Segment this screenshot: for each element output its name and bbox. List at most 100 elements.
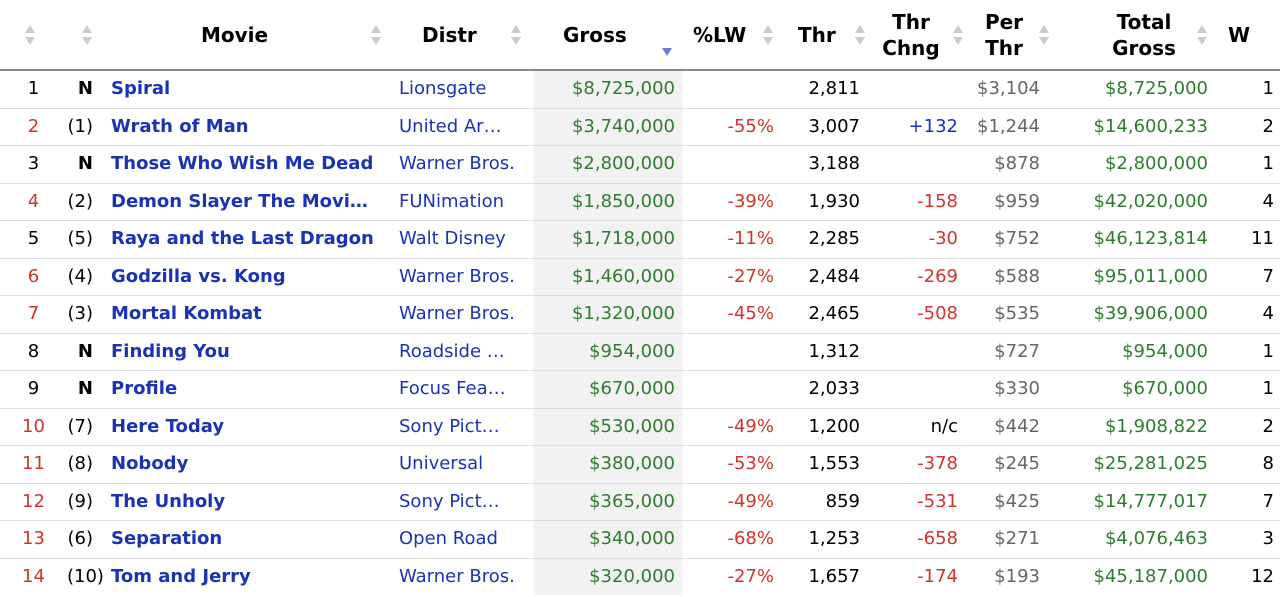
distributor-td[interactable]: Sony Pict…: [393, 408, 533, 446]
sort-arrows-icon[interactable]: [81, 23, 93, 47]
theater-change-cell-td: +132: [868, 108, 972, 146]
movie-title-td[interactable]: Mortal Kombat: [107, 295, 393, 334]
sort-arrows-icon[interactable]: [762, 23, 774, 47]
sort-arrows-icon[interactable]: [952, 23, 964, 47]
distributor-td[interactable]: Universal: [393, 445, 533, 484]
sort-arrows-icon[interactable]: [854, 23, 866, 47]
distributor-link[interactable]: Warner Bros.: [399, 303, 515, 325]
rank-cell-td: 3: [0, 145, 67, 184]
sort-arrows-icon[interactable]: [510, 23, 522, 47]
distr-header[interactable]: Distr: [393, 0, 533, 71]
distributor-link[interactable]: Roadside …: [399, 340, 505, 362]
weeks-cell-td: 1: [1220, 145, 1280, 184]
sort-descending-icon[interactable]: [661, 37, 673, 63]
movie-title-td[interactable]: Finding You: [107, 333, 393, 371]
weeks-header[interactable]: W: [1220, 0, 1280, 71]
movie-title-td[interactable]: Here Today: [107, 408, 393, 446]
sort-arrows-icon[interactable]: [24, 23, 36, 47]
distributor-td[interactable]: Roadside …: [393, 333, 533, 371]
theater-change-cell-td: -531: [868, 483, 972, 521]
distributor-td[interactable]: Walt Disney: [393, 220, 533, 259]
table-row: 7 (3) Mortal Kombat Warner Bros. $1,320,000 -…: [0, 295, 1280, 334]
distributor-td[interactable]: Warner Bros.: [393, 558, 533, 595]
distributor-link[interactable]: Warner Bros.: [399, 565, 515, 587]
gross-cell-td: $530,000: [533, 408, 683, 446]
movie-title-link[interactable]: Mortal Kombat: [111, 303, 262, 325]
movie-title-td[interactable]: Those Who Wish Me Dead: [107, 145, 393, 184]
movie-title-td[interactable]: Separation: [107, 520, 393, 559]
theater-change-cell-td: -158: [868, 183, 972, 221]
distributor-link[interactable]: United Ar…: [399, 115, 502, 137]
movie-title-link[interactable]: Spiral: [111, 78, 171, 100]
per-thr-header[interactable]: Per Thr: [972, 0, 1056, 71]
pct-lw-cell: -11%: [727, 228, 774, 250]
distributor-link[interactable]: Universal: [399, 453, 484, 475]
thr-chng-header[interactable]: Thr Chng: [868, 0, 972, 71]
movie-title-td[interactable]: Godzilla vs. Kong: [107, 258, 393, 296]
movie-title-td[interactable]: Demon Slayer The Movi…: [107, 183, 393, 221]
distributor-td[interactable]: Warner Bros.: [393, 258, 533, 296]
distributor-td[interactable]: United Ar…: [393, 108, 533, 146]
movie-title-link[interactable]: Those Who Wish Me Dead: [111, 153, 374, 175]
distributor-td[interactable]: Warner Bros.: [393, 295, 533, 334]
movie-title-td[interactable]: The Unholy: [107, 483, 393, 521]
last-week-header[interactable]: [67, 0, 107, 71]
table-row: 9 N Profile Focus Fea… $670,000 2,033 $330 $670…: [0, 370, 1280, 409]
sort-arrows-icon[interactable]: [370, 23, 382, 47]
distributor-td[interactable]: Sony Pict…: [393, 483, 533, 521]
sort-arrows-icon[interactable]: [1196, 23, 1208, 47]
movie-title-td[interactable]: Wrath of Man: [107, 108, 393, 146]
distributor-td[interactable]: Warner Bros.: [393, 145, 533, 184]
movie-title-link[interactable]: Separation: [111, 528, 223, 550]
distributor-link[interactable]: Walt Disney: [399, 228, 506, 250]
movie-title-td[interactable]: Nobody: [107, 445, 393, 484]
movie-title-link[interactable]: Here Today: [111, 415, 225, 437]
table-row: 4 (2) Demon Slayer The Movi… FUNimation $1,8…: [0, 183, 1280, 221]
rank-header[interactable]: [0, 0, 67, 71]
sort-arrows-icon[interactable]: [1038, 23, 1050, 47]
distributor-td[interactable]: Open Road: [393, 520, 533, 559]
movie-header[interactable]: Movie: [107, 0, 393, 71]
distributor-link[interactable]: Warner Bros.: [399, 153, 515, 175]
movie-title-link[interactable]: Tom and Jerry: [111, 565, 251, 587]
movie-title-td[interactable]: Tom and Jerry: [107, 558, 393, 595]
distributor-link[interactable]: Focus Fea…: [399, 378, 506, 400]
total-gross-header[interactable]: Total Gross: [1056, 0, 1220, 71]
theater-change-cell: -378: [917, 453, 958, 475]
theater-change-cell-td: -658: [868, 520, 972, 559]
gross-header[interactable]: Gross: [533, 0, 683, 71]
distributor-td[interactable]: Focus Fea…: [393, 370, 533, 409]
theaters-cell: 1,930: [808, 190, 860, 212]
rank-cell: 8: [27, 340, 40, 362]
movie-title-td[interactable]: Profile: [107, 370, 393, 409]
total-gross-cell: $25,281,025: [1093, 453, 1208, 475]
distributor-link[interactable]: Warner Bros.: [399, 265, 515, 287]
pct-lw-cell-td: -27%: [683, 258, 788, 296]
distributor-link[interactable]: Sony Pict…: [399, 415, 500, 437]
total-gross-cell-td: $25,281,025: [1056, 445, 1220, 484]
movie-title-link[interactable]: Godzilla vs. Kong: [111, 265, 286, 287]
movie-title-link[interactable]: Raya and the Last Dragon: [111, 228, 374, 250]
movie-title-link[interactable]: The Unholy: [111, 490, 226, 512]
distributor-td[interactable]: FUNimation: [393, 183, 533, 221]
thr-chng-header-label-2: Chng: [882, 35, 940, 60]
thr-header[interactable]: Thr: [788, 0, 868, 71]
theaters-cell: 2,285: [808, 228, 860, 250]
theaters-cell: 2,484: [808, 265, 860, 287]
distributor-link[interactable]: FUNimation: [399, 190, 505, 212]
movie-title-link[interactable]: Finding You: [111, 340, 230, 362]
total-gross-header-label-1: Total: [1116, 9, 1172, 34]
weeks-cell-td: 7: [1220, 483, 1280, 521]
movie-title-link[interactable]: Wrath of Man: [111, 115, 249, 137]
distributor-td[interactable]: Lionsgate: [393, 70, 533, 109]
distributor-link[interactable]: Open Road: [399, 528, 498, 550]
distributor-link[interactable]: Lionsgate: [399, 78, 487, 100]
rank-cell-td: 6: [0, 258, 67, 296]
movie-title-link[interactable]: Nobody: [111, 453, 189, 475]
movie-title-td[interactable]: Raya and the Last Dragon: [107, 220, 393, 259]
movie-title-link[interactable]: Demon Slayer The Movi…: [111, 190, 368, 212]
distributor-link[interactable]: Sony Pict…: [399, 490, 500, 512]
movie-title-link[interactable]: Profile: [111, 378, 178, 400]
pct-lw-header[interactable]: %LW: [683, 0, 788, 71]
movie-title-td[interactable]: Spiral: [107, 70, 393, 109]
